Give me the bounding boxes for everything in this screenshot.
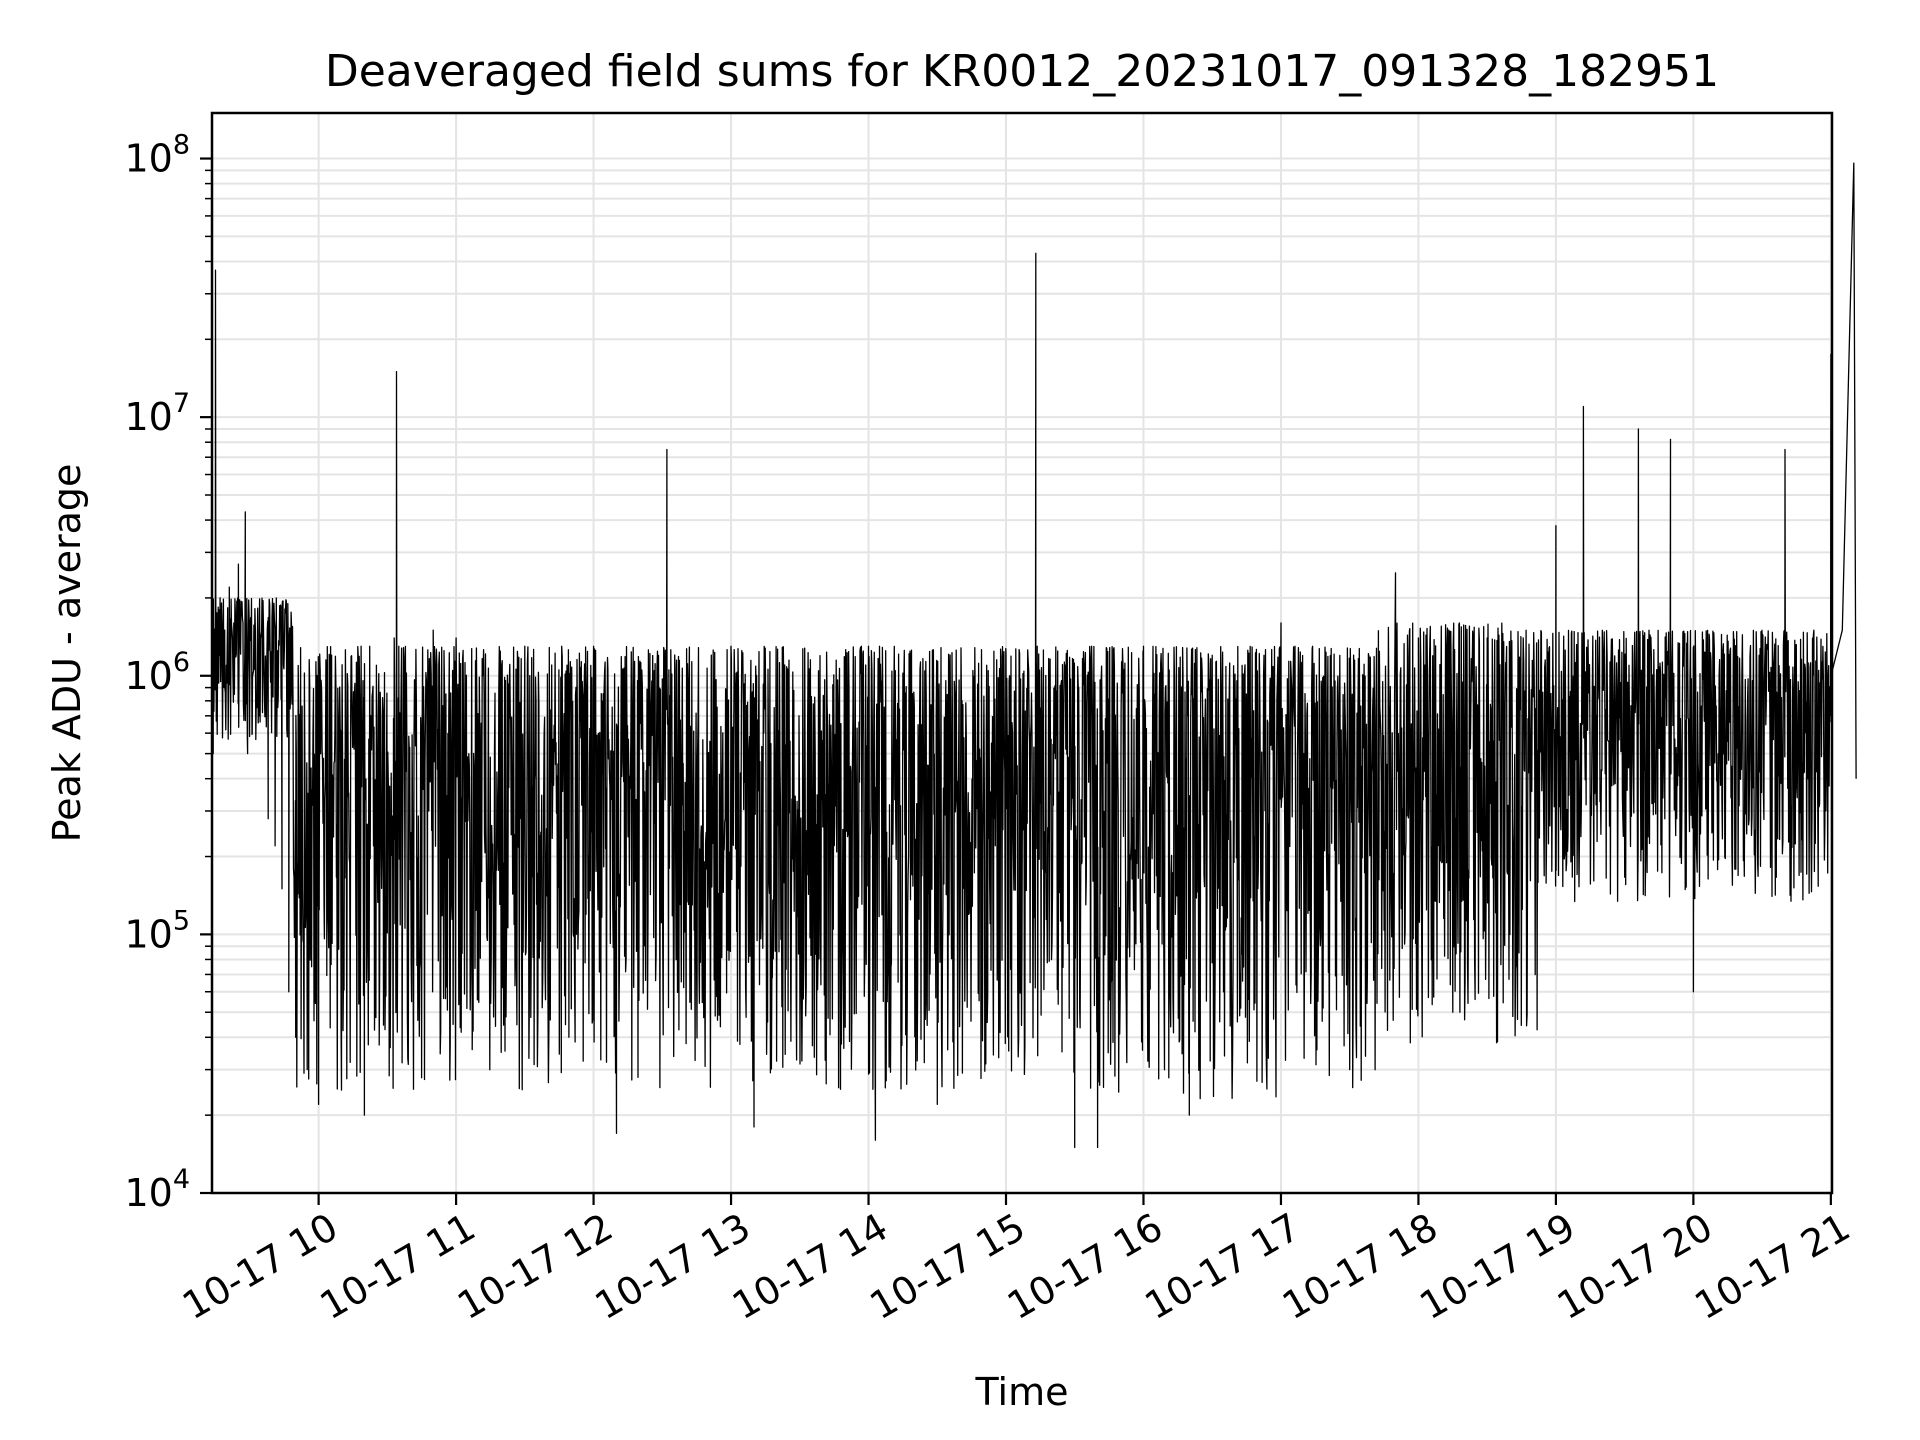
y-tick-label: 106 (124, 647, 190, 698)
series-line (211, 162, 1857, 1149)
x-tick-label: 10-17 18 (1275, 1205, 1445, 1329)
x-tick-label: 10-17 11 (313, 1205, 483, 1329)
y-axis: 104 105 106 107 108 (124, 130, 212, 1215)
y-tick-label: 105 (124, 905, 190, 956)
series-layer (211, 162, 1857, 1149)
x-tick-label: 10-17 12 (450, 1205, 620, 1329)
x-tick-label: 10-17 13 (588, 1205, 758, 1329)
x-tick-label: 10-17 15 (863, 1205, 1033, 1329)
y-tick-label: 108 (124, 130, 190, 181)
y-axis-label: Peak ADU - average (45, 464, 89, 843)
x-tick-label: 10-17 16 (1000, 1205, 1170, 1329)
x-tick-label: 10-17 21 (1687, 1205, 1857, 1329)
y-tick-label: 107 (124, 388, 190, 439)
plot-frame (210, 111, 1834, 1195)
y-tick-label: 104 (124, 1164, 190, 1215)
x-tick-label: 10-17 20 (1550, 1205, 1720, 1329)
x-axis-label: Time (975, 1370, 1069, 1414)
x-tick-label: 10-17 14 (725, 1205, 895, 1329)
x-tick-label: 10-17 17 (1137, 1205, 1307, 1329)
x-tick-label: 10-17 10 (175, 1205, 345, 1329)
chart-title: Deaveraged field sums for KR0012_2023101… (325, 46, 1719, 97)
x-tick-label: 10-17 19 (1412, 1205, 1582, 1329)
